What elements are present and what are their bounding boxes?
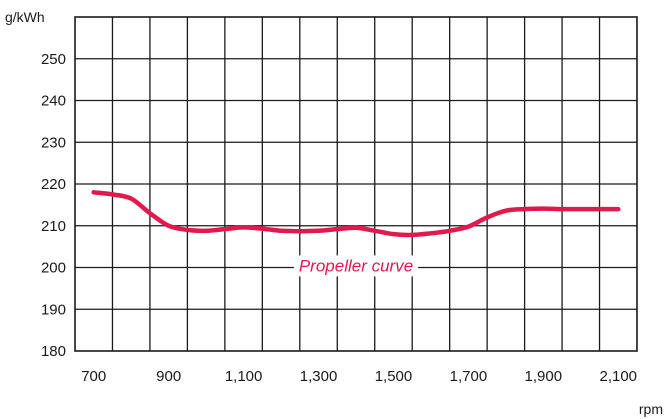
- x-tick-label: 1,500: [375, 368, 413, 385]
- y-tick-label: 230: [41, 134, 66, 151]
- y-tick-label: 200: [41, 260, 66, 277]
- y-tick-label: 220: [41, 176, 66, 193]
- annotation-group: Propeller curve: [293, 255, 419, 277]
- x-axis: 700 900 1,100 1,300 1,500 1,700 1,900 2,100: [81, 368, 637, 385]
- x-tick-label: 1,700: [450, 368, 488, 385]
- x-tick-label: 700: [81, 368, 106, 385]
- plot-frame: [74, 16, 638, 352]
- x-tick-label: 1,100: [225, 368, 263, 385]
- y-axis-label: g/kWh: [5, 9, 45, 25]
- y-tick-label: 250: [41, 51, 66, 68]
- series-line-propeller-curve: [91, 190, 621, 238]
- y-axis: 180 190 200 210 220 230 240 250: [41, 51, 66, 360]
- y-tick-label: 180: [41, 343, 66, 360]
- y-tick-label: 190: [41, 301, 66, 318]
- x-axis-label: rpm: [639, 401, 663, 417]
- x-tick-label: 900: [156, 368, 181, 385]
- x-tick-label: 2,100: [599, 368, 637, 385]
- y-tick-label: 240: [41, 93, 66, 110]
- plot-border: [74, 16, 638, 352]
- annotation-propeller-curve: Propeller curve: [299, 256, 413, 275]
- x-tick-label: 1,300: [300, 368, 338, 385]
- annotation-background: [293, 255, 419, 277]
- x-tick-label: 1,900: [525, 368, 563, 385]
- grid: [75, 17, 637, 351]
- y-tick-label: 210: [41, 218, 66, 235]
